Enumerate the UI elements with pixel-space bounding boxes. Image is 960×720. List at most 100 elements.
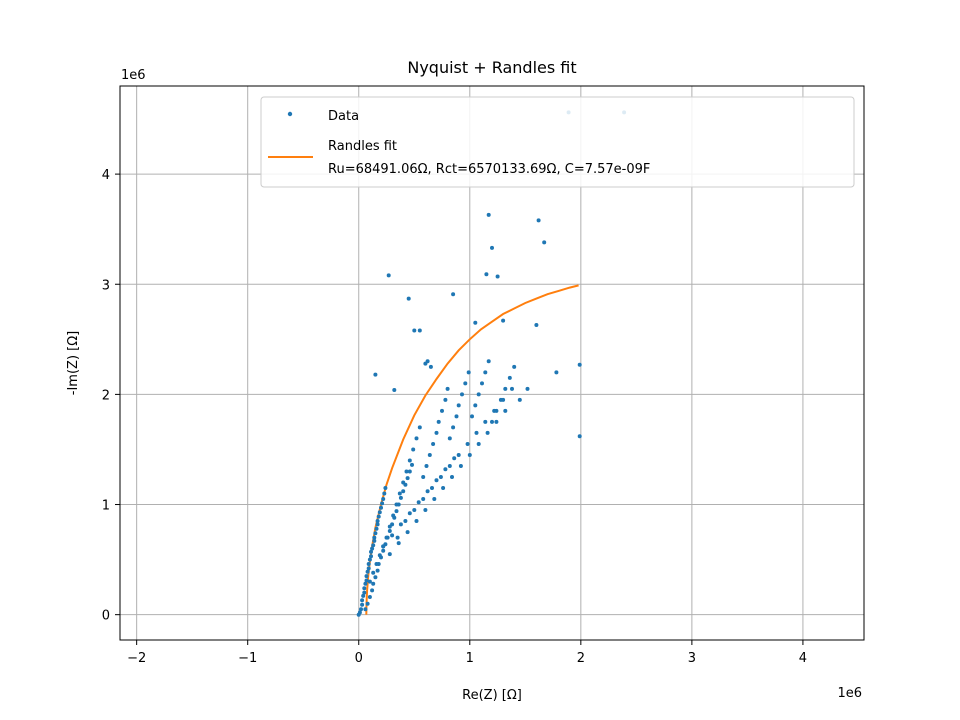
data-point xyxy=(501,318,506,323)
data-point xyxy=(392,388,397,392)
data-point xyxy=(423,508,428,512)
data-point xyxy=(456,453,461,457)
data-point xyxy=(406,296,411,301)
data-point xyxy=(466,370,471,375)
data-point xyxy=(361,593,366,598)
data-point xyxy=(363,581,368,586)
data-point xyxy=(394,509,399,514)
data-point xyxy=(375,519,380,523)
data-point xyxy=(451,425,456,430)
data-point xyxy=(445,386,450,391)
y-axis-label: -Im(Z) [Ω] xyxy=(66,331,81,395)
data-point xyxy=(483,419,488,424)
data-point xyxy=(474,430,479,435)
data-point xyxy=(414,519,419,523)
data-point xyxy=(372,538,377,543)
data-point xyxy=(376,514,381,519)
x-tick-label: 1 xyxy=(466,651,474,666)
data-point xyxy=(372,535,377,540)
data-point xyxy=(391,513,396,518)
data-point xyxy=(492,408,497,413)
data-point xyxy=(371,543,376,548)
data-point xyxy=(416,500,421,505)
data-point xyxy=(465,442,470,446)
data-point xyxy=(490,419,494,424)
data-point xyxy=(366,566,371,571)
data-point xyxy=(381,497,386,501)
data-point xyxy=(364,578,369,583)
y-tick-label: 3 xyxy=(102,278,110,293)
data-point xyxy=(370,546,375,551)
data-point xyxy=(371,570,376,575)
data-point xyxy=(517,397,522,402)
x-tick-label: 4 xyxy=(799,651,807,666)
data-point xyxy=(374,526,379,531)
data-point xyxy=(450,475,454,479)
y-tick-label: 4 xyxy=(102,168,110,183)
data-point xyxy=(401,489,406,494)
x-tick-label: 0 xyxy=(355,651,363,666)
data-point xyxy=(365,601,370,606)
data-point xyxy=(370,588,375,593)
data-point xyxy=(440,408,444,413)
data-point xyxy=(458,464,463,468)
data-point xyxy=(577,362,582,367)
data-point xyxy=(396,541,401,546)
data-point xyxy=(379,505,383,510)
data-point xyxy=(382,491,387,496)
data-point xyxy=(484,272,489,277)
data-point xyxy=(387,529,392,533)
data-point xyxy=(412,508,417,512)
data-point xyxy=(536,218,541,223)
data-point xyxy=(534,323,539,327)
data-point xyxy=(381,548,386,553)
data-point xyxy=(362,586,367,591)
data-point xyxy=(438,475,443,479)
data-point xyxy=(367,595,372,599)
data-point xyxy=(476,392,481,397)
data-point xyxy=(512,364,517,369)
data-point xyxy=(387,524,392,529)
data-point xyxy=(380,501,385,506)
data-point xyxy=(424,464,429,468)
data-point xyxy=(386,273,391,278)
data-point xyxy=(414,436,419,441)
data-point xyxy=(427,453,432,457)
legend-fit-label: Randles fit xyxy=(328,139,397,154)
data-point xyxy=(412,328,417,333)
x-axis-label: Re(Z) [Ω] xyxy=(462,688,522,703)
data-point xyxy=(387,552,392,557)
data-point xyxy=(373,531,378,536)
data-point xyxy=(507,375,512,380)
data-point xyxy=(374,562,379,566)
data-point xyxy=(467,453,472,457)
data-point xyxy=(503,386,508,391)
legend-data-label: Data xyxy=(328,109,359,124)
data-point xyxy=(373,575,378,580)
data-point xyxy=(447,464,452,468)
data-point xyxy=(407,458,412,463)
data-point xyxy=(451,292,456,297)
legend: Data Randles fit Ru=68491.06Ω, Rct=65701… xyxy=(260,96,855,188)
data-point xyxy=(430,486,434,490)
data-point xyxy=(460,392,464,397)
data-point xyxy=(369,549,373,554)
data-point xyxy=(371,581,376,586)
data-point xyxy=(362,590,367,595)
data-point xyxy=(436,419,441,424)
data-point xyxy=(463,381,468,386)
data-point xyxy=(410,462,414,467)
x-tick-label: 2 xyxy=(577,651,585,666)
data-point xyxy=(405,530,410,535)
data-point xyxy=(377,553,382,558)
y-ticks: 0 1 2 3 4 xyxy=(102,168,120,624)
data-point xyxy=(447,436,452,441)
data-point xyxy=(525,386,530,391)
chart-title: Nyquist + Randles fit xyxy=(407,58,576,77)
data-point xyxy=(476,442,481,446)
data-point xyxy=(452,456,457,461)
data-point xyxy=(395,535,400,540)
data-point xyxy=(494,419,499,424)
data-point xyxy=(403,519,408,523)
data-point xyxy=(390,533,395,538)
